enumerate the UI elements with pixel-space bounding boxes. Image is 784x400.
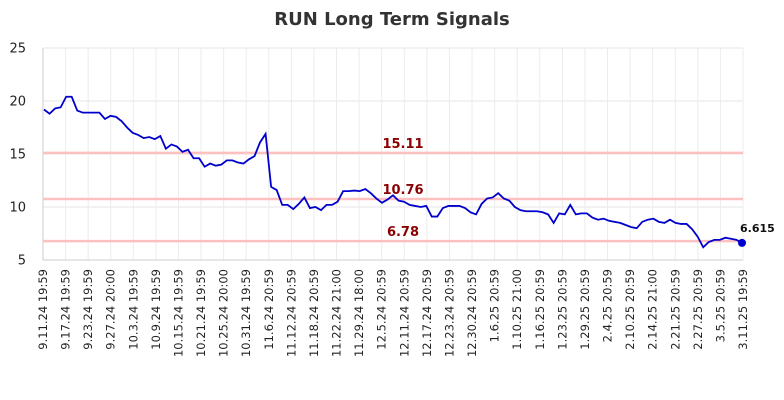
x-tick-label: 10.9.24 19:59	[149, 269, 163, 350]
last-price-point	[738, 238, 746, 247]
reference-line-label: 10.76	[382, 183, 423, 198]
x-tick-label: 12.17.24 20:59	[420, 269, 434, 357]
x-tick-label: 3.11.25 19:59	[736, 269, 750, 350]
x-tick-label: 2.10.25 20:59	[623, 269, 637, 350]
reference-line-label: 6.78	[387, 225, 419, 240]
x-tick-label: 1.16.25 20:59	[533, 269, 547, 350]
x-tick-label: 12.23.24 20:59	[442, 269, 456, 357]
x-tick-label: 2.21.25 20:59	[668, 269, 682, 350]
y-tick-label: 25	[9, 42, 26, 57]
x-tick-label: 12.30.24 20:59	[465, 269, 479, 357]
x-tick-label: 11.18.24 20:59	[307, 269, 321, 357]
x-tick-label: 1.23.25 20:59	[555, 269, 569, 350]
x-tick-label: 2.27.25 20:59	[691, 269, 705, 350]
x-tick-label: 9.11.24 19:59	[36, 269, 50, 350]
x-tick-label: 12.11.24 20:59	[397, 269, 411, 357]
y-axis-ticks: 5 10 15 20 25	[9, 42, 26, 269]
x-tick-label: 10.15.24 19:59	[171, 269, 185, 357]
x-tick-label: 2.4.25 20:59	[601, 269, 615, 342]
y-tick-label: 5	[18, 254, 26, 269]
x-tick-label: 9.23.24 19:59	[81, 269, 95, 350]
price-series-line	[43, 95, 743, 249]
x-tick-label: 1.29.25 20:59	[578, 269, 592, 350]
x-tick-label: 11.22.24 21:00	[330, 269, 344, 357]
x-tick-label: 9.17.24 19:59	[59, 269, 73, 350]
x-tick-label: 1.10.25 21:00	[510, 269, 524, 350]
x-tick-label: 11.6.24 20:59	[262, 269, 276, 350]
x-tick-label: 10.31.24 19:59	[239, 269, 253, 357]
x-tick-label: 12.5.24 20:59	[375, 269, 389, 350]
x-axis-ticks: 9.11.24 19:59 9.17.24 19:59 9.23.24 19:59 9…	[36, 269, 750, 357]
x-tick-label: 2.14.25 21:00	[646, 269, 660, 350]
chart-title: RUN Long Term Signals	[274, 9, 509, 30]
last-price-label: 6.615	[740, 222, 775, 235]
x-tick-label: 10.25.24 20:00	[217, 269, 231, 357]
y-tick-label: 15	[9, 148, 26, 163]
x-tick-label: 9.27.24 20:00	[104, 269, 118, 350]
y-tick-label: 10	[9, 201, 26, 216]
x-tick-label: 10.21.24 19:59	[194, 269, 208, 357]
y-tick-label: 20	[9, 95, 26, 110]
reference-lines: 15.11 10.76 6.78	[43, 137, 743, 243]
x-tick-label: 11.29.24 18:00	[352, 269, 366, 357]
x-tick-label: 1.6.25 20:59	[488, 269, 502, 342]
x-tick-label: 10.3.24 19:59	[126, 269, 140, 350]
reference-line-label: 15.11	[382, 137, 423, 152]
x-tick-label: 3.5.25 20:59	[713, 269, 727, 342]
x-tick-label: 11.12.24 20:59	[284, 269, 298, 357]
